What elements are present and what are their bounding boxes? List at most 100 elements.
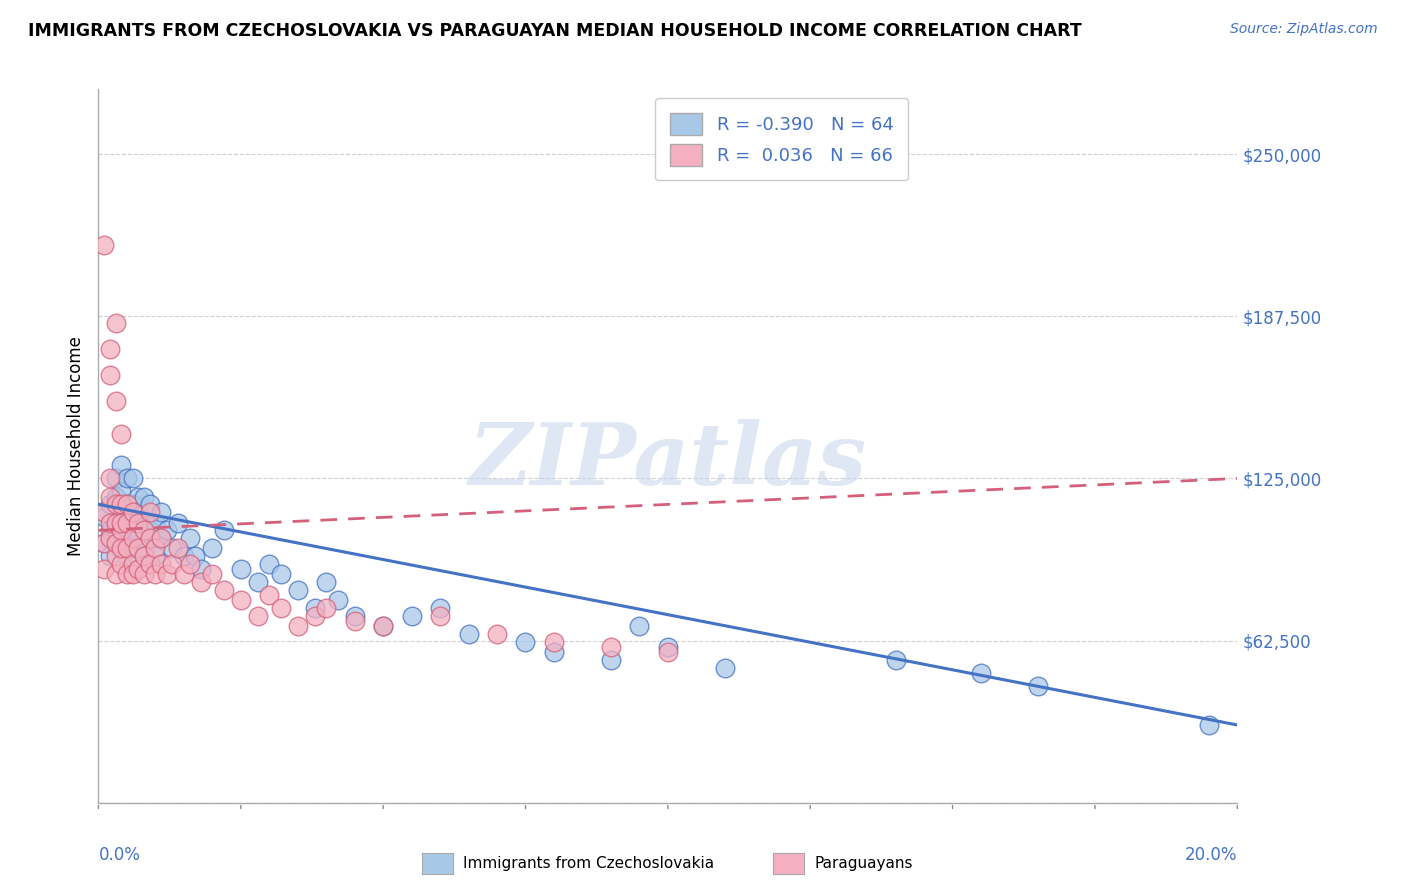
Point <box>115 541 138 556</box>
Point <box>1198 718 1220 732</box>
Point <box>515 635 537 649</box>
Point <box>657 645 679 659</box>
Point <box>93 238 115 252</box>
Point <box>127 531 149 545</box>
Point <box>287 619 309 633</box>
Point <box>110 484 132 499</box>
Text: 20.0%: 20.0% <box>1185 846 1237 863</box>
Point <box>212 582 235 597</box>
Point <box>173 567 195 582</box>
Point <box>259 557 281 571</box>
Point <box>98 497 121 511</box>
Y-axis label: Median Household Income: Median Household Income <box>66 336 84 556</box>
Point <box>179 557 201 571</box>
Point <box>304 609 326 624</box>
Point <box>145 567 167 582</box>
Point <box>970 666 993 681</box>
Point <box>110 541 132 556</box>
Point <box>121 531 143 545</box>
Point <box>184 549 207 564</box>
Point <box>162 541 184 556</box>
Point <box>98 524 121 538</box>
Point <box>373 619 395 633</box>
Point <box>115 524 138 538</box>
Point <box>138 531 160 545</box>
Point <box>132 524 155 538</box>
Point <box>543 635 565 649</box>
Point <box>145 541 167 556</box>
Point <box>121 557 143 571</box>
Point <box>115 549 138 564</box>
Point <box>132 516 155 530</box>
Point <box>121 567 143 582</box>
Point <box>104 490 127 504</box>
Point <box>315 601 337 615</box>
Point <box>401 609 423 624</box>
Point <box>1026 679 1049 693</box>
Point <box>110 458 132 473</box>
Point <box>315 575 337 590</box>
Point <box>457 627 479 641</box>
Point <box>115 471 138 485</box>
Point <box>246 609 269 624</box>
Point <box>132 567 155 582</box>
Point <box>104 497 127 511</box>
Point <box>115 567 138 582</box>
Text: Paraguayans: Paraguayans <box>814 856 912 871</box>
Point <box>150 557 173 571</box>
Point <box>104 516 127 530</box>
Point <box>138 497 160 511</box>
Point <box>150 531 173 545</box>
Point <box>110 531 132 545</box>
Point <box>98 342 121 356</box>
Point <box>110 427 132 442</box>
Point <box>600 640 623 654</box>
Point <box>270 567 292 582</box>
Point <box>127 516 149 530</box>
Point <box>93 536 115 550</box>
Point <box>104 516 127 530</box>
Point <box>884 653 907 667</box>
Point <box>212 524 235 538</box>
Point <box>98 490 121 504</box>
Point <box>600 653 623 667</box>
Point <box>156 567 179 582</box>
Point <box>429 609 451 624</box>
Point <box>98 516 121 530</box>
Point <box>132 549 155 564</box>
Point <box>121 471 143 485</box>
Point <box>104 567 127 582</box>
Point <box>110 516 132 530</box>
Point <box>110 557 132 571</box>
Point <box>543 645 565 659</box>
Text: Immigrants from Czechoslovakia: Immigrants from Czechoslovakia <box>463 856 714 871</box>
Point <box>373 619 395 633</box>
Point <box>270 601 292 615</box>
Text: IMMIGRANTS FROM CZECHOSLOVAKIA VS PARAGUAYAN MEDIAN HOUSEHOLD INCOME CORRELATION: IMMIGRANTS FROM CZECHOSLOVAKIA VS PARAGU… <box>28 22 1081 40</box>
Legend: R = -0.390   N = 64, R =  0.036   N = 66: R = -0.390 N = 64, R = 0.036 N = 66 <box>655 98 908 180</box>
Point <box>138 557 160 571</box>
Point <box>173 549 195 564</box>
Text: ZIPatlas: ZIPatlas <box>468 418 868 502</box>
Point <box>93 562 115 576</box>
Point <box>138 524 160 538</box>
Point <box>121 505 143 519</box>
Point <box>156 524 179 538</box>
Point <box>110 505 132 519</box>
Point <box>429 601 451 615</box>
Point <box>104 393 127 408</box>
Point <box>115 516 138 530</box>
Point <box>167 516 190 530</box>
Point <box>287 582 309 597</box>
Point <box>201 541 224 556</box>
Point <box>145 549 167 564</box>
Point <box>486 627 509 641</box>
Point <box>326 593 349 607</box>
Point <box>304 601 326 615</box>
Point <box>93 536 115 550</box>
Point <box>104 471 127 485</box>
Point <box>132 541 155 556</box>
Point <box>138 505 160 519</box>
Point <box>104 316 127 330</box>
Point <box>246 575 269 590</box>
